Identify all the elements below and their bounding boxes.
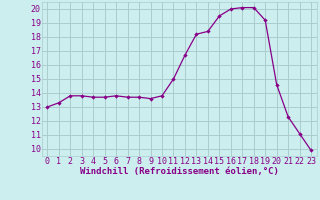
X-axis label: Windchill (Refroidissement éolien,°C): Windchill (Refroidissement éolien,°C) <box>80 167 279 176</box>
